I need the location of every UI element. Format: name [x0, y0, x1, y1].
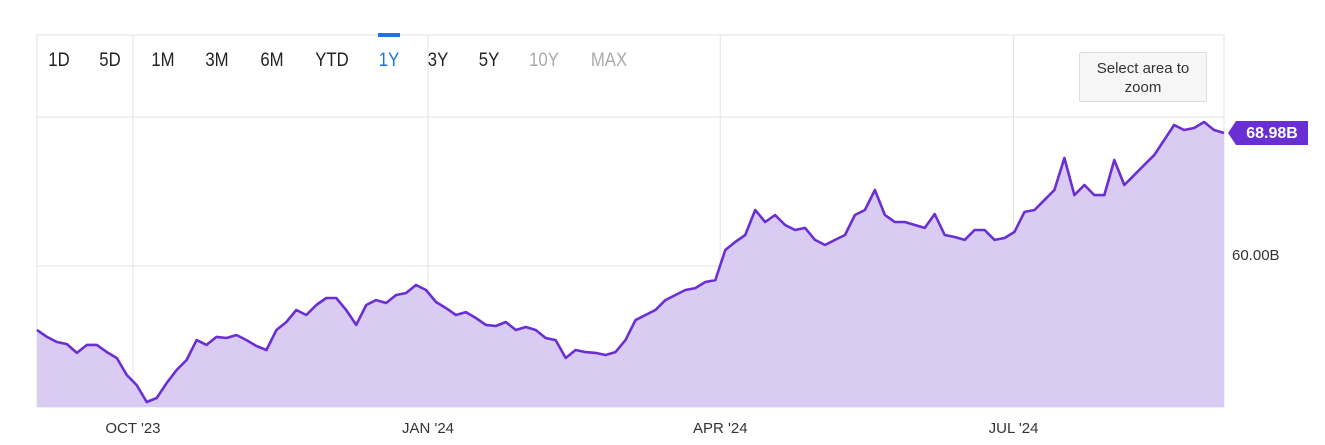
range-button[interactable]: 1M [151, 50, 175, 71]
x-tick-label: JAN '24 [402, 420, 454, 437]
range-button[interactable]: 6M [260, 50, 284, 71]
value-label: 68.98B [1246, 125, 1298, 142]
active-indicator [378, 33, 400, 37]
x-tick-label: APR '24 [693, 420, 748, 437]
range-button: 10Y [529, 50, 559, 71]
range-button[interactable]: 3Y [427, 50, 449, 71]
range-button[interactable]: YTD [315, 50, 349, 71]
x-tick-label: OCT '23 [105, 420, 160, 437]
range-button[interactable]: 1Y [378, 50, 400, 71]
zoom-button[interactable]: Select area to zoom [1079, 52, 1207, 102]
area-fill [37, 122, 1224, 407]
price-line [36, 120, 1225, 404]
range-button[interactable]: 3M [205, 50, 229, 71]
y-tick-label: 60.00B [1232, 247, 1280, 264]
range-button[interactable]: 1D [48, 50, 70, 71]
range-button: MAX [590, 50, 628, 71]
range-button[interactable]: 5D [99, 50, 121, 71]
range-button[interactable]: 5Y [478, 50, 500, 71]
x-tick-label: JUL '24 [989, 420, 1039, 437]
value-badge [1228, 120, 1308, 145]
